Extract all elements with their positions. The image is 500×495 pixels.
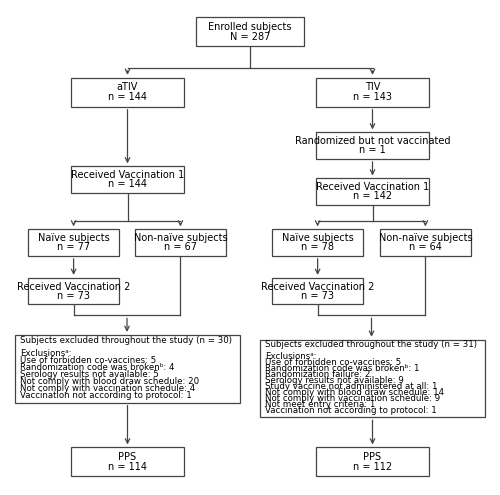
Text: n = 144: n = 144	[108, 179, 147, 189]
Text: n = 78: n = 78	[301, 242, 334, 252]
Bar	[316, 78, 429, 107]
Text: n = 144: n = 144	[108, 92, 147, 102]
Text: Randomization code was brokenᵇ: 1: Randomization code was brokenᵇ: 1	[264, 364, 419, 373]
Text: Received Vaccination 2: Received Vaccination 2	[261, 282, 374, 292]
Text: Subjects excluded throughout the study (n = 31): Subjects excluded throughout the study (…	[264, 340, 476, 348]
Text: n = 67: n = 67	[164, 242, 197, 252]
Text: Vaccination not according to protocol: 1: Vaccination not according to protocol: 1	[20, 391, 192, 400]
Text: Use of forbidden co-vaccines: 5: Use of forbidden co-vaccines: 5	[20, 356, 156, 365]
Text: Non-naïve subjects: Non-naïve subjects	[134, 233, 227, 243]
Text: Naïve subjects: Naïve subjects	[282, 233, 354, 243]
Text: Not comply with vaccination schedule: 4: Not comply with vaccination schedule: 4	[20, 384, 195, 393]
Text: Not meet entry criteria: 1: Not meet entry criteria: 1	[264, 400, 375, 409]
Bar	[28, 229, 119, 256]
Bar	[272, 278, 363, 304]
Text: Not comply with blood draw schedule: 14: Not comply with blood draw schedule: 14	[264, 388, 444, 397]
Text: Non-naïve subjects: Non-naïve subjects	[378, 233, 472, 243]
Text: Subjects excluded throughout the study (n = 30): Subjects excluded throughout the study (…	[20, 336, 232, 345]
Bar	[28, 278, 119, 304]
Bar	[316, 132, 429, 159]
Bar	[71, 78, 184, 107]
Text: n = 64: n = 64	[409, 242, 442, 252]
Bar	[71, 447, 184, 477]
Text: Study vaccine not administered at all: 1: Study vaccine not administered at all: 1	[264, 382, 437, 391]
Text: aTIV: aTIV	[117, 82, 138, 93]
Text: n = 73: n = 73	[301, 291, 334, 300]
Text: n = 143: n = 143	[353, 92, 392, 102]
Text: Randomized but not vaccinated: Randomized but not vaccinated	[295, 136, 450, 146]
Text: Naïve subjects: Naïve subjects	[38, 233, 110, 243]
Text: Enrolled subjects: Enrolled subjects	[208, 22, 292, 32]
Bar	[380, 229, 470, 256]
Text: Received Vaccination 1: Received Vaccination 1	[71, 170, 184, 180]
Text: Received Vaccination 2: Received Vaccination 2	[17, 282, 130, 292]
Text: n = 142: n = 142	[353, 191, 392, 201]
Text: n = 112: n = 112	[353, 462, 392, 472]
Text: Not comply with blood draw schedule: 20: Not comply with blood draw schedule: 20	[20, 377, 199, 386]
Bar	[15, 335, 240, 403]
Bar	[71, 166, 184, 193]
Text: n = 1: n = 1	[359, 145, 386, 155]
Text: Vaccination not according to protocol: 1: Vaccination not according to protocol: 1	[264, 406, 436, 415]
Bar	[316, 178, 429, 205]
Text: Received Vaccination 1: Received Vaccination 1	[316, 182, 429, 192]
Bar	[272, 229, 363, 256]
Text: Not comply with vaccination schedule: 9: Not comply with vaccination schedule: 9	[264, 395, 440, 403]
Text: Randomization code was brokenᵇ: 4: Randomization code was brokenᵇ: 4	[20, 363, 174, 372]
Bar	[316, 447, 429, 477]
Bar	[135, 229, 226, 256]
Text: PPS: PPS	[118, 452, 136, 462]
Text: N = 287: N = 287	[230, 32, 270, 42]
Text: Use of forbidden co-vaccines: 5: Use of forbidden co-vaccines: 5	[264, 358, 401, 367]
Text: Exclusionsᵃ:: Exclusionsᵃ:	[264, 352, 316, 361]
Text: Exclusionsᵃ:: Exclusionsᵃ:	[20, 349, 71, 358]
Text: n = 114: n = 114	[108, 462, 147, 472]
Bar	[260, 340, 485, 417]
Text: Serology results not available: 9: Serology results not available: 9	[264, 376, 404, 385]
Text: n = 73: n = 73	[57, 291, 90, 300]
Text: n = 77: n = 77	[57, 242, 90, 252]
Text: PPS: PPS	[364, 452, 382, 462]
Text: Serology results not available: 5: Serology results not available: 5	[20, 370, 158, 379]
Bar	[196, 17, 304, 46]
Text: Randomization failure: 2: Randomization failure: 2	[264, 370, 370, 379]
Text: TIV: TIV	[365, 82, 380, 93]
